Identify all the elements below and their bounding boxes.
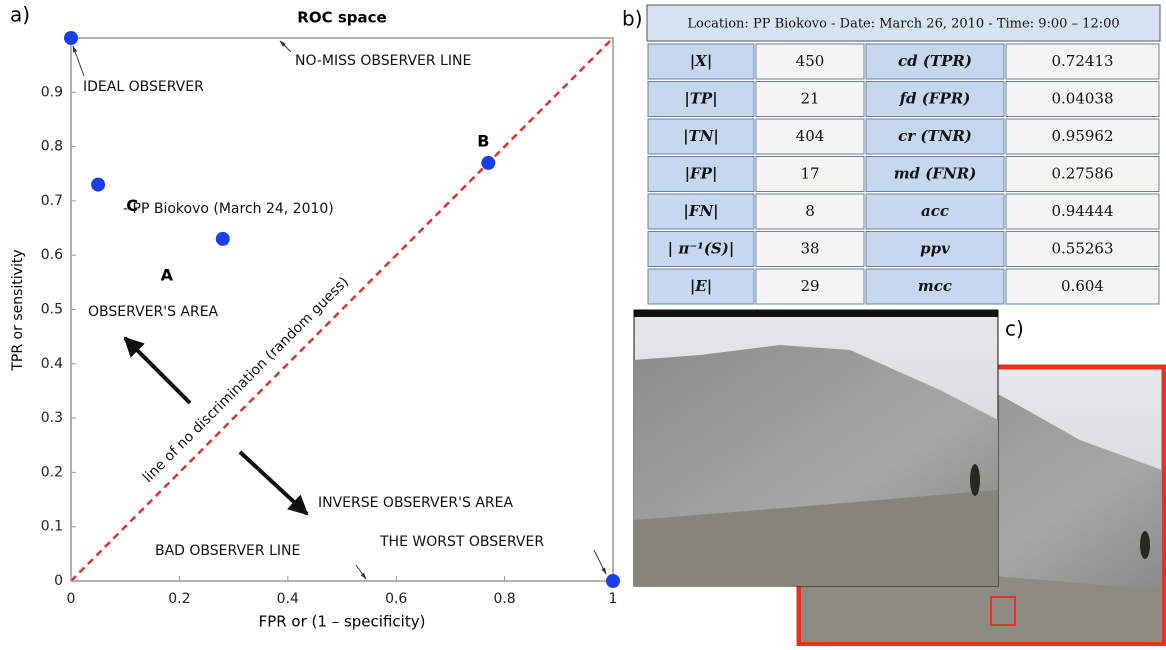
table-key: |E| bbox=[690, 277, 712, 295]
table-key: |TP| bbox=[684, 90, 717, 108]
table-key: md (FNR) bbox=[894, 165, 977, 183]
panel-label: a) bbox=[10, 3, 30, 27]
table-key: cr (TNR) bbox=[898, 127, 972, 145]
table-value: 0.604 bbox=[1061, 277, 1104, 295]
table-value: 21 bbox=[800, 90, 819, 108]
annotation: NO-MISS OBSERVER LINE bbox=[295, 53, 471, 69]
y-tick-label: 0.1 bbox=[41, 519, 63, 535]
point bbox=[481, 156, 495, 170]
y-tick-label: 0.2 bbox=[41, 464, 63, 480]
table-key: acc bbox=[921, 202, 949, 220]
x-tick-label: 0.4 bbox=[277, 591, 299, 607]
pointer bbox=[73, 46, 84, 76]
y-tick-label: 0 bbox=[54, 573, 63, 589]
table-key: fd (FPR) bbox=[899, 90, 971, 108]
table-key: |FN| bbox=[683, 202, 718, 220]
photo-front bbox=[634, 310, 998, 586]
table-value: 0.94444 bbox=[1051, 202, 1113, 220]
x-tick-label: 0 bbox=[67, 591, 76, 607]
point bbox=[216, 232, 230, 246]
table-value: 450 bbox=[796, 52, 825, 70]
annotation: BAD OBSERVER LINE bbox=[155, 543, 300, 559]
table-key: ppv bbox=[920, 240, 950, 258]
table-value: 8 bbox=[805, 202, 815, 220]
point bbox=[606, 574, 620, 588]
table-value: 29 bbox=[800, 277, 819, 295]
table-value: 17 bbox=[800, 165, 819, 183]
table-key: cd (TPR) bbox=[898, 52, 972, 70]
x-tick-label: 0.8 bbox=[493, 591, 515, 607]
page: {"chart_data": {"type": "scatter", "titl… bbox=[0, 0, 1166, 646]
table-value: 0.55263 bbox=[1051, 240, 1113, 258]
arrow bbox=[125, 338, 190, 403]
table-key: |X| bbox=[690, 52, 713, 70]
x-tick-label: 0.6 bbox=[385, 591, 407, 607]
annotation: IDEAL OBSERVER bbox=[83, 79, 204, 95]
point bbox=[64, 31, 78, 45]
pointer bbox=[594, 550, 606, 574]
table-key: |TN| bbox=[683, 127, 719, 145]
y-tick-label: 0.7 bbox=[41, 193, 63, 209]
table-value: 404 bbox=[796, 127, 825, 145]
x-tick-label: 1 bbox=[609, 591, 618, 607]
annotation: THE WORST OBSERVER bbox=[379, 534, 544, 550]
table-value: 0.27586 bbox=[1051, 165, 1113, 183]
point-label: A bbox=[161, 265, 174, 284]
annotation: INVERSE OBSERVER'S AREA bbox=[318, 495, 513, 511]
x-axis-label: FPR or (1 – specificity) bbox=[259, 613, 426, 631]
y-tick-label: 0.4 bbox=[41, 356, 63, 372]
y-axis-label: TPR or sensitivity bbox=[10, 249, 26, 371]
table-key: |FP| bbox=[685, 165, 718, 183]
table-value: 0.72413 bbox=[1051, 52, 1113, 70]
arrow bbox=[240, 452, 307, 514]
annotation: OBSERVER'S AREA bbox=[88, 304, 219, 320]
point-label: B bbox=[477, 131, 489, 150]
table-value: 0.04038 bbox=[1051, 90, 1113, 108]
figure: a) ROC space FPR or (1 – specificity) TP… bbox=[0, 0, 1166, 646]
table-header: Location: PP Biokovo - Date: March 26, 2… bbox=[687, 17, 1119, 32]
chart-title: ROC space bbox=[297, 9, 386, 27]
table-key: | π⁻¹(S)| bbox=[668, 240, 735, 258]
y-tick-label: 0.5 bbox=[41, 302, 63, 318]
panel-label: c) bbox=[1005, 317, 1024, 341]
pointer bbox=[356, 565, 366, 579]
panel-label: b) bbox=[622, 7, 643, 31]
annotation: - PP Biokovo (March 24, 2010) bbox=[123, 201, 334, 217]
table-key: mcc bbox=[918, 277, 952, 295]
y-tick-label: 0.8 bbox=[41, 139, 63, 155]
y-tick-label: 0.9 bbox=[41, 84, 63, 100]
y-tick-label: 0.3 bbox=[41, 410, 63, 426]
pointer bbox=[280, 41, 291, 52]
table-value: 0.95962 bbox=[1051, 127, 1113, 145]
y-tick-label: 0.6 bbox=[41, 247, 63, 263]
x-tick-label: 0.2 bbox=[168, 591, 190, 607]
table-value: 38 bbox=[800, 240, 819, 258]
point bbox=[91, 178, 105, 192]
